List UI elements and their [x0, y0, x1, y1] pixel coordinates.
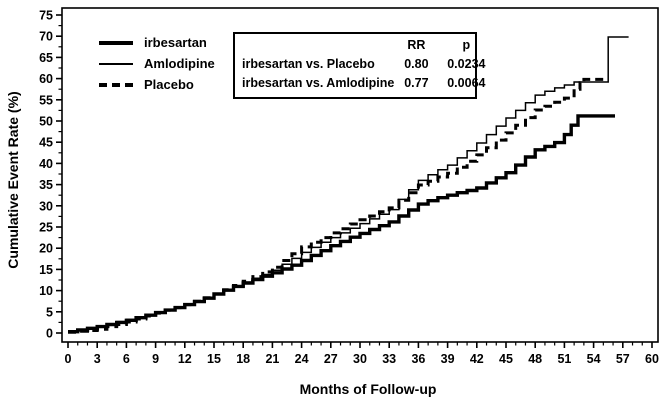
svg-text:54: 54	[587, 352, 601, 366]
svg-text:35: 35	[39, 178, 53, 192]
svg-text:30: 30	[353, 352, 367, 366]
legend-item-placebo: Placebo	[99, 74, 215, 95]
svg-text:3: 3	[94, 352, 101, 366]
svg-text:39: 39	[441, 352, 455, 366]
svg-text:60: 60	[39, 72, 53, 86]
stats-row-rr: 0.80	[404, 57, 429, 71]
svg-text:45: 45	[499, 352, 513, 366]
legend-label: Placebo	[144, 77, 194, 92]
stats-row-rr: 0.77	[404, 76, 429, 90]
svg-text:10: 10	[39, 284, 53, 298]
stats-header-spacer	[242, 36, 394, 55]
y-axis-title: Cumulative Event Rate (%)	[5, 91, 21, 269]
svg-text:5: 5	[46, 305, 53, 319]
legend-item-irbesartan: irbesartan	[99, 32, 215, 53]
svg-text:51: 51	[557, 352, 571, 366]
svg-text:21: 21	[265, 352, 279, 366]
svg-text:0: 0	[65, 352, 72, 366]
svg-text:25: 25	[39, 221, 53, 235]
svg-text:24: 24	[295, 352, 309, 366]
svg-text:18: 18	[236, 352, 250, 366]
stats-row-p: 0.0234	[447, 57, 486, 71]
dashed-line-icon	[99, 82, 133, 87]
series-curve-placebo	[68, 77, 604, 334]
stats-row-label: irbesartan vs. Placebo	[242, 57, 375, 71]
thin-solid-line-icon	[99, 62, 133, 65]
svg-text:55: 55	[39, 93, 53, 107]
svg-text:15: 15	[39, 263, 53, 277]
x-axis-title: Months of Follow-up	[299, 381, 437, 397]
svg-text:70: 70	[39, 30, 53, 44]
svg-text:6: 6	[123, 352, 130, 366]
series-curve-irbesartan	[68, 114, 615, 334]
svg-text:12: 12	[178, 352, 192, 366]
svg-text:60: 60	[645, 352, 659, 366]
svg-text:15: 15	[207, 352, 221, 366]
stats-header-rr: RR	[407, 38, 426, 52]
svg-text:48: 48	[528, 352, 542, 366]
svg-text:30: 30	[39, 199, 53, 213]
svg-text:33: 33	[382, 352, 396, 366]
svg-text:75: 75	[39, 9, 53, 23]
legend-label: irbesartan	[144, 35, 207, 50]
stats-header-p: p	[462, 38, 471, 52]
chart-legend: irbesartan Amlodipine Placebo	[99, 32, 215, 95]
svg-text:36: 36	[411, 352, 425, 366]
stats-row-label: irbesartan vs. Amlodipine	[242, 76, 395, 90]
legend-item-amlodipine: Amlodipine	[99, 53, 215, 74]
statistics-box: RR p irbesartan vs. Placebo 0.80 0.0234 …	[233, 32, 485, 99]
svg-text:57: 57	[616, 352, 630, 366]
thick-solid-line-icon	[99, 40, 133, 45]
svg-text:9: 9	[152, 352, 159, 366]
svg-text:50: 50	[39, 115, 53, 129]
svg-text:0: 0	[46, 327, 53, 341]
svg-text:27: 27	[324, 352, 338, 366]
svg-text:20: 20	[39, 242, 53, 256]
stats-row-p: 0.0064	[447, 76, 486, 90]
svg-text:42: 42	[470, 352, 484, 366]
svg-text:65: 65	[39, 51, 53, 65]
svg-text:45: 45	[39, 136, 53, 150]
legend-label: Amlodipine	[144, 56, 215, 71]
svg-text:40: 40	[39, 157, 53, 171]
